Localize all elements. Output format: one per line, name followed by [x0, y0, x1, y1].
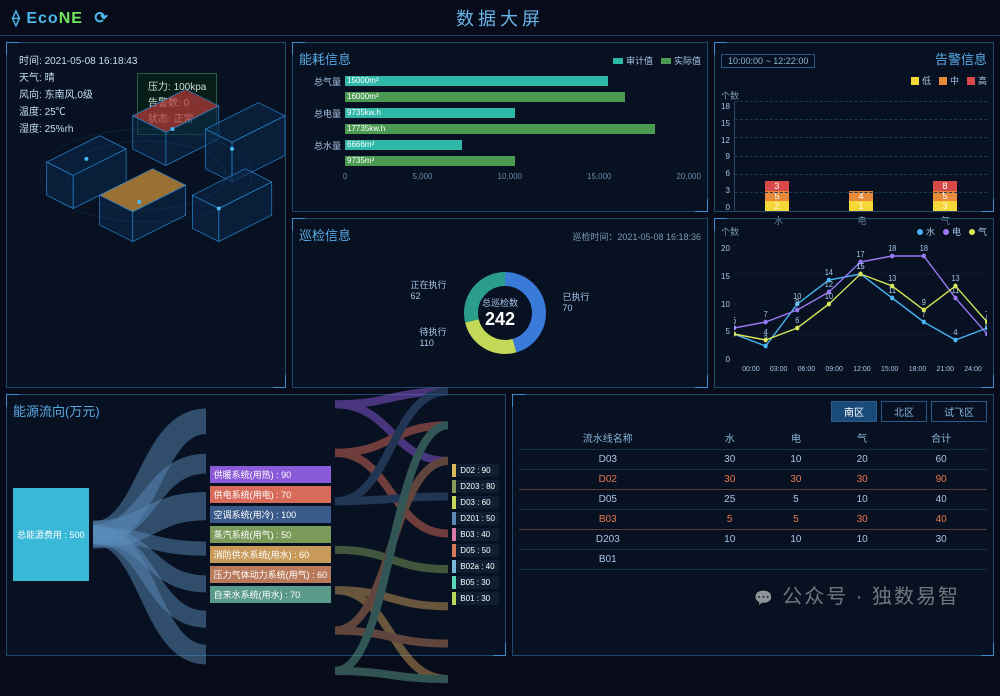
svg-text:6: 6: [795, 316, 800, 326]
sankey-node: 供电系统(用电) : 70: [210, 486, 332, 503]
svg-text:14: 14: [825, 268, 834, 278]
alarm-legend: 低中高: [721, 74, 987, 87]
header: ⟠ EcoNE ⟳ 数据大屏: [0, 0, 1000, 36]
svg-text:7: 7: [985, 310, 987, 320]
sankey-leaf: B01 : 30: [452, 592, 499, 605]
line-xaxis: 00:0003:0006:0009:0012:0015:0018:0021:00…: [721, 366, 987, 373]
svg-text:4: 4: [763, 328, 768, 338]
alarm-range: 10:00:00 ~ 12:22:00: [721, 54, 815, 68]
table-row[interactable]: D20310101030: [519, 530, 987, 550]
donut-label-pending: 待执行110: [419, 325, 446, 348]
svg-text:18: 18: [920, 244, 929, 253]
alarm-bars: 2 5 3 1 4 3 5 8: [734, 102, 987, 212]
energy-barchart: 总气量15000m³ 16000m³总电量9735kw.h 17735kw.h总…: [299, 72, 701, 172]
svg-text:13: 13: [888, 274, 897, 284]
table-row[interactable]: D052551040: [519, 490, 987, 510]
donut-center: 总巡检数 242: [482, 296, 518, 330]
svg-text:10: 10: [825, 292, 834, 302]
line-panel: 个数 水电气 20151050 531014151174667912171818…: [714, 218, 994, 388]
svg-text:4: 4: [953, 328, 958, 338]
sankey-leaf: B03 : 40: [452, 528, 499, 541]
sankey-node: 压力气体动力系统(用气) : 60: [210, 566, 332, 583]
sankey-flows-1: [93, 393, 206, 676]
table-row[interactable]: D0230303090: [519, 470, 987, 490]
weather-info: 时间: 2021-05-08 16:18:43 天气: 晴 风向: 东南风,0级…: [15, 49, 141, 142]
energy-legend: 审计值实际值: [613, 54, 701, 67]
alarm-yaxis: 1815129630: [721, 102, 734, 212]
sankey-panel: 能源流向(万元) 总能源费用 : 500 供暖系统(用热) : 90供电系统(用…: [6, 394, 506, 656]
svg-text:9: 9: [795, 298, 800, 308]
sankey-node: 供暖系统(用热) : 90: [210, 466, 332, 483]
svg-text:12: 12: [825, 280, 833, 290]
page-title: 数据大屏: [456, 5, 544, 31]
table-header: 水: [697, 426, 763, 450]
inspect-panel: 巡检信息 巡检时间：2021-05-08 16:18:36 正在执行62 待执行…: [292, 218, 708, 388]
svg-text:17: 17: [856, 250, 864, 260]
svg-text:13: 13: [951, 274, 960, 284]
sankey-node: 蒸汽系统(用气) : 50: [210, 526, 332, 543]
logo: ⟠ EcoNE ⟳: [12, 8, 109, 28]
sankey-leaf: D201 : 50: [452, 512, 499, 525]
sankey-leaf: D203 : 80: [452, 480, 499, 493]
watermark: 💬 公众号 · 独数易智: [754, 580, 960, 609]
alarm-title: 告警信息: [935, 49, 987, 68]
svg-text:15: 15: [856, 262, 865, 272]
sankey-node: 空调系统(用冷) : 100: [210, 506, 332, 523]
sankey-node: 消防供水系统(用水) : 60: [210, 546, 332, 563]
sankey-leaf: D03 : 60: [452, 496, 499, 509]
inspect-title: 巡检信息: [299, 225, 351, 244]
line-svg: 5310141511746679121718181155461015139137: [734, 244, 987, 364]
donut-label-done: 已执行70: [563, 290, 590, 313]
donut-chart: 正在执行62 待执行110 总巡检数 242 已执行70: [299, 248, 701, 378]
tab-南区[interactable]: 南区: [831, 401, 877, 422]
table-row[interactable]: D0330102060: [519, 450, 987, 470]
center-scene: 时间: 2021-05-08 16:18:43 天气: 晴 风向: 东南风,0级…: [6, 42, 286, 388]
sankey-leaf: B05 : 30: [452, 576, 499, 589]
tab-试飞区[interactable]: 试飞区: [931, 401, 987, 422]
table-header: 合计: [895, 426, 987, 450]
region-tabs: 南区北区试飞区: [519, 401, 987, 422]
sankey-flows-2: [335, 372, 448, 695]
table-panel: 南区北区试飞区 流水线名称水电气合计 D0330102060D023030309…: [512, 394, 994, 656]
sankey-root: 总能源费用 : 500: [13, 488, 89, 581]
donut-label-running: 正在执行62: [410, 278, 446, 301]
table-header: 电: [763, 426, 829, 450]
svg-text:5: 5: [734, 322, 737, 332]
tab-北区[interactable]: 北区: [881, 401, 927, 422]
sankey-leaf: D02 : 90: [452, 464, 499, 477]
energy-panel: 能耗信息 审计值实际值 总气量15000m³ 16000m³总电量9735kw.…: [292, 42, 708, 212]
table-header: 流水线名称: [519, 426, 697, 450]
sankey-leaf: B02a : 40: [452, 560, 499, 573]
logo-icon: ⟠: [12, 10, 26, 27]
table-row[interactable]: B03553040: [519, 510, 987, 530]
alarm-panel: 10:00:00 ~ 12:22:00 告警信息 低中高 个数 18151296…: [714, 42, 994, 212]
flow-table: 流水线名称水电气合计 D0330102060D0230303090D052551…: [519, 426, 987, 570]
svg-text:18: 18: [888, 244, 897, 253]
energy-axis: 05,00010,00015,00020,000: [299, 172, 701, 181]
line-yaxis: 20151050: [721, 244, 734, 364]
table-header: 气: [829, 426, 895, 450]
table-row[interactable]: B01: [519, 550, 987, 570]
sankey-leaf: D05 : 50: [452, 544, 499, 557]
svg-text:7: 7: [763, 310, 767, 320]
line-legend: 水电气: [917, 225, 987, 238]
svg-text:9: 9: [922, 298, 927, 308]
sankey-node: 自来水系统(用水) : 70: [210, 586, 332, 603]
energy-title: 能耗信息: [299, 49, 351, 68]
